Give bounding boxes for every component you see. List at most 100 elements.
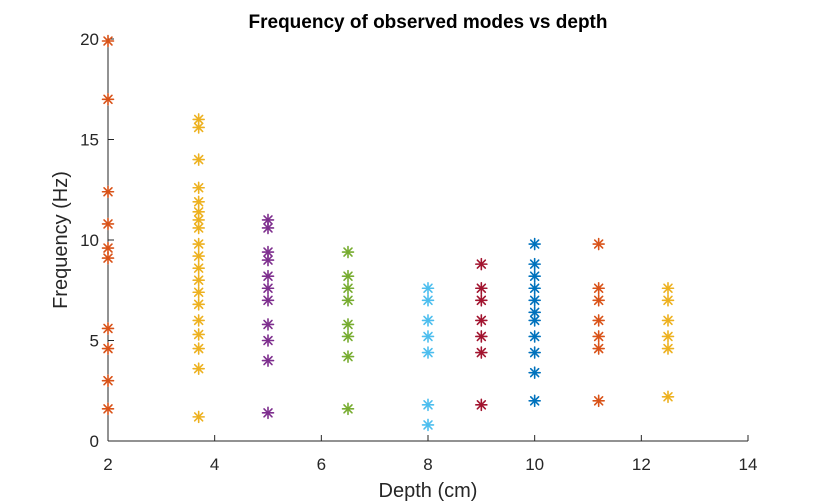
data-point	[192, 153, 205, 166]
data-point	[528, 394, 541, 408]
data-point	[261, 293, 275, 307]
data-point	[661, 390, 675, 404]
chart-title: Frequency of observed modes vs depth	[249, 12, 608, 33]
data-point	[192, 195, 205, 209]
data-point	[475, 346, 488, 359]
data-point	[101, 217, 115, 231]
data-point	[592, 342, 605, 355]
data-point	[592, 330, 605, 343]
data-point	[661, 342, 675, 355]
data-point	[475, 398, 488, 412]
x-tick-label: 2	[103, 455, 112, 474]
data-point	[192, 237, 205, 251]
x-tick-label: 12	[632, 455, 651, 474]
data-point	[192, 221, 205, 235]
data-point	[528, 330, 541, 343]
data-point	[528, 366, 541, 379]
axes	[107, 39, 748, 442]
series-8	[592, 237, 605, 408]
data-point	[592, 314, 605, 327]
y-tick-label: 5	[90, 332, 99, 351]
series-7	[528, 237, 541, 408]
data-point	[475, 330, 488, 343]
data-point	[475, 257, 488, 271]
data-point	[528, 346, 541, 359]
data-point	[421, 281, 435, 295]
data-point	[192, 298, 205, 311]
data-point	[528, 281, 541, 295]
data-point	[421, 398, 435, 412]
data-point	[341, 330, 355, 343]
data-point	[592, 293, 605, 307]
data-point	[341, 281, 355, 295]
data-point	[421, 346, 435, 359]
x-tick-label: 10	[525, 455, 544, 474]
data-point	[661, 314, 675, 327]
data-point	[192, 181, 205, 195]
data-point	[421, 330, 435, 343]
data-point	[475, 293, 488, 307]
data-point	[192, 113, 205, 126]
data-point	[192, 205, 205, 219]
y-ticks: 0 5 10 15 20	[80, 30, 114, 451]
data-point	[341, 350, 355, 363]
series-9	[661, 281, 675, 404]
data-point	[661, 281, 675, 295]
series-2	[192, 113, 205, 424]
data-point	[192, 261, 205, 275]
y-tick-label: 20	[80, 30, 99, 49]
data-point	[192, 285, 205, 299]
series-1	[101, 34, 115, 416]
x-axis-label: Depth (cm)	[379, 480, 478, 502]
data-point	[261, 354, 275, 367]
data-point	[475, 281, 488, 295]
y-tick-label: 10	[80, 231, 99, 250]
data-point	[261, 213, 275, 227]
data-point	[341, 245, 355, 259]
data-point	[528, 314, 541, 327]
data-point	[592, 394, 605, 408]
x-tick-label: 6	[317, 455, 326, 474]
data-point	[101, 374, 115, 388]
data-point	[421, 314, 435, 327]
data-point	[592, 281, 605, 295]
data-point	[528, 257, 541, 271]
series-6	[475, 257, 488, 412]
y-axis-label: Frequency (Hz)	[50, 171, 72, 309]
series-3	[261, 213, 275, 420]
data-point	[101, 342, 115, 355]
data-point	[261, 406, 275, 420]
data-point	[192, 342, 205, 355]
data-point	[341, 293, 355, 307]
data-point	[101, 34, 115, 48]
y-tick-label: 15	[80, 131, 99, 150]
data-point	[261, 318, 275, 331]
data-point	[192, 314, 205, 327]
data-point	[592, 237, 605, 251]
data-point	[341, 318, 355, 331]
data-point	[101, 402, 115, 416]
x-tick-label: 14	[739, 455, 758, 474]
data-point	[341, 269, 355, 283]
data-point	[528, 306, 541, 319]
x-tick-label: 8	[423, 455, 432, 474]
data-point	[192, 362, 205, 375]
data-point	[661, 293, 675, 307]
data-point	[192, 328, 205, 341]
data-point	[101, 322, 115, 335]
data-point	[261, 245, 275, 259]
x-tick-label: 4	[210, 455, 219, 474]
data-point	[101, 241, 115, 255]
data-point	[528, 237, 541, 251]
data-point	[192, 410, 205, 424]
data-point	[661, 330, 675, 343]
data-point	[528, 269, 541, 283]
data-point	[421, 418, 435, 432]
data-point	[261, 334, 275, 347]
data-point	[261, 281, 275, 295]
data-point	[261, 269, 275, 283]
data-point	[341, 402, 355, 416]
data-point	[192, 273, 205, 287]
y-tick-label: 0	[90, 432, 99, 451]
